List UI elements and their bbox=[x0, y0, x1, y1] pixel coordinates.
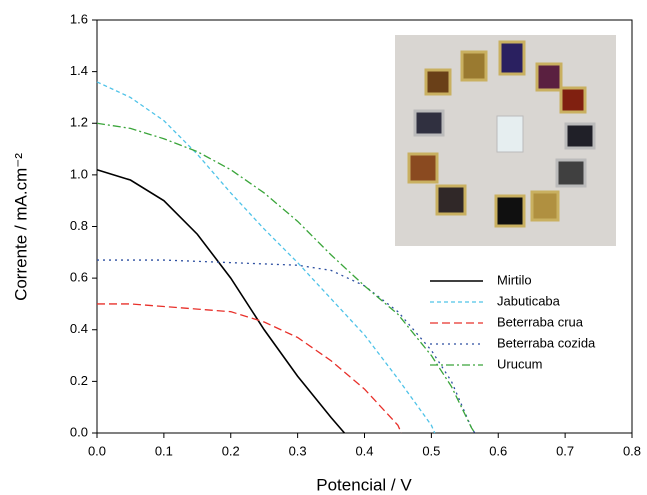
y-tick-label: 0.8 bbox=[70, 218, 88, 233]
x-tick-label: 0.2 bbox=[222, 443, 240, 458]
photo-sample bbox=[559, 86, 587, 114]
photo-sample bbox=[460, 50, 488, 82]
x-tick-label: 0.4 bbox=[355, 443, 373, 458]
x-tick-label: 0.6 bbox=[489, 443, 507, 458]
photo-sample bbox=[413, 109, 445, 137]
legend-text: Beterraba crua bbox=[497, 314, 584, 329]
photo-sample bbox=[498, 40, 526, 76]
y-axis-label: Corrente / mA.cm⁻² bbox=[11, 153, 30, 301]
x-tick-label: 0.7 bbox=[556, 443, 574, 458]
legend-text: Jabuticaba bbox=[497, 293, 561, 308]
photo-sample bbox=[424, 68, 452, 96]
photo-sample bbox=[494, 194, 526, 228]
y-tick-label: 1.4 bbox=[70, 63, 88, 78]
photo-sample bbox=[496, 115, 524, 153]
photo-sample bbox=[564, 122, 596, 150]
y-tick-label: 0.2 bbox=[70, 373, 88, 388]
legend-text: Beterraba cozida bbox=[497, 335, 596, 350]
photo-sample bbox=[535, 62, 563, 92]
photo-sample bbox=[530, 190, 560, 222]
photo-sample bbox=[435, 184, 467, 216]
y-tick-label: 1.0 bbox=[70, 166, 88, 181]
y-tick-label: 1.6 bbox=[70, 11, 88, 26]
x-axis-label: Potencial / V bbox=[316, 475, 412, 494]
legend-text: Mirtilo bbox=[497, 272, 532, 287]
y-tick-label: 0.4 bbox=[70, 321, 88, 336]
photo-sample bbox=[407, 152, 439, 184]
series-line bbox=[96, 168, 346, 434]
series-line bbox=[97, 259, 476, 434]
x-tick-label: 0.5 bbox=[422, 443, 440, 458]
legend-text: Urucum bbox=[497, 356, 543, 371]
photo-inset bbox=[395, 35, 616, 246]
x-tick-label: 0.8 bbox=[623, 443, 641, 458]
y-tick-label: 0.6 bbox=[70, 270, 88, 285]
series-line bbox=[96, 81, 436, 434]
x-tick-label: 0.0 bbox=[88, 443, 106, 458]
series-line bbox=[97, 303, 402, 434]
y-tick-label: 1.2 bbox=[70, 115, 88, 130]
x-tick-label: 0.3 bbox=[289, 443, 307, 458]
photo-sample bbox=[555, 158, 587, 188]
x-tick-label: 0.1 bbox=[155, 443, 173, 458]
y-tick-label: 0.0 bbox=[70, 424, 88, 439]
